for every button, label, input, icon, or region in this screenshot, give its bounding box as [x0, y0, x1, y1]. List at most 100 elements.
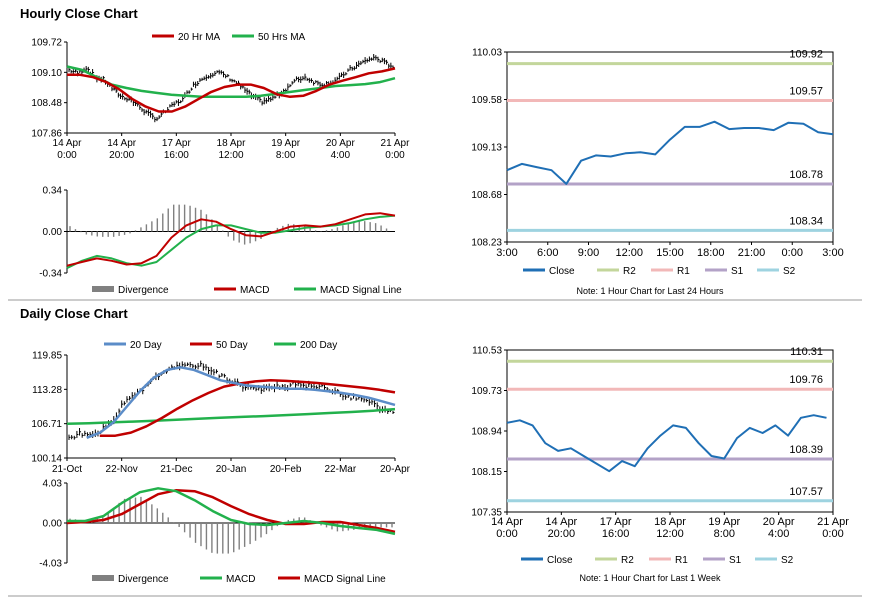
daily-pivot-xtick-label: 20 Apr	[763, 516, 795, 528]
hourly-pivot-level-s2-label: 108.34	[789, 215, 823, 227]
hourly-price-xtick-label: 17 Apr	[162, 138, 192, 149]
hourly-macd-legend-label: Divergence	[118, 285, 169, 296]
hourly-pivot-legend-label: S2	[783, 266, 796, 277]
daily-price-legend-label: 20 Day	[130, 340, 162, 351]
hourly-section-title: Hourly Close Chart	[20, 6, 138, 21]
hourly-pivot-xtick-label: 12:00	[615, 247, 643, 259]
daily-pivot-xtick-label: 12:00	[656, 528, 684, 540]
hourly-price-xtick-label: 18 Apr	[217, 138, 247, 149]
daily-section-title: Daily Close Chart	[20, 306, 128, 321]
daily-pivot-xtick-label: 19 Apr	[708, 516, 740, 528]
daily-pivot-level-r1-label: 109.76	[789, 374, 823, 386]
hourly-pivot-ytick-label: 108.68	[471, 190, 502, 201]
daily-macd-ytick-label: 4.03	[43, 479, 63, 490]
daily-pivot-xtick-label: 20:00	[548, 528, 576, 540]
daily-pivot-xtick-label: 0:00	[822, 528, 843, 540]
daily-pivot-xtick-label: 0:00	[496, 528, 517, 540]
daily-price-ytick-label: 106.71	[31, 419, 62, 430]
hourly-price-xtick-label: 4:00	[331, 150, 351, 161]
daily-pivot-ytick-label: 110.53	[472, 346, 502, 357]
daily-pivot-ytick-label: 108.15	[471, 467, 502, 478]
hourly-price-ytick-label: 109.10	[31, 68, 62, 79]
hourly-macd-line	[66, 212, 396, 267]
daily-50-day-line	[99, 379, 396, 437]
daily-macd-legend-swatch	[92, 575, 114, 581]
hourly-macd-signal-line	[66, 214, 396, 269]
daily-macd-legend-label: Divergence	[118, 574, 169, 585]
hourly-macd-legend-label: MACD Signal Line	[320, 285, 402, 296]
hourly-price-ytick-label: 107.86	[31, 129, 62, 140]
hourly-pivot-ytick-label: 110.03	[472, 48, 502, 59]
daily-pivot-close-line	[506, 414, 827, 473]
daily-macd-chart: 4.03 0.00 -4.03 Divergence MACD MACD Signal L…	[39, 479, 396, 585]
hourly-price-xtick-label: 0:00	[57, 150, 77, 161]
daily-price-xtick-label: 21-Oct	[52, 464, 82, 475]
daily-20-day-line	[86, 366, 396, 439]
hourly-price-legend-label: 20 Hr MA	[178, 32, 221, 43]
hourly-price-xtick-label: 14 Apr	[107, 138, 137, 149]
daily-pivot-legend-label: S1	[729, 555, 742, 566]
daily-pivot-xtick-label: 21 Apr	[817, 516, 849, 528]
daily-pivot-xtick-label: 14 Apr	[545, 516, 577, 528]
daily-pivot-ytick-label: 109.73	[471, 386, 502, 397]
hourly-macd-ytick-label: -0.34	[39, 269, 62, 280]
daily-pivot-ytick-label: 108.94	[471, 427, 502, 438]
hourly-pivot-ytick-label: 109.58	[471, 95, 502, 106]
hourly-pivot-xtick-label: 3:00	[496, 247, 517, 259]
daily-pivot-xtick-label: 18 Apr	[654, 516, 686, 528]
hourly-pivot-xtick-label: 18:00	[697, 247, 725, 259]
daily-pivot-legend-label: R1	[675, 555, 688, 566]
hourly-pivot-xtick-label: 21:00	[738, 247, 766, 259]
hourly-price-legend-label: 50 Hrs MA	[258, 32, 306, 43]
daily-pivot-note: Note: 1 Hour Chart for Last 1 Week	[580, 573, 721, 583]
daily-pivot-xtick-label: 4:00	[768, 528, 789, 540]
daily-macd-line	[67, 487, 396, 536]
hourly-pivot-xtick-label: 6:00	[537, 247, 558, 259]
hourly-macd-legend-swatch	[92, 286, 114, 292]
hourly-price-xtick-label: 20 Apr	[326, 138, 356, 149]
daily-price-xtick-label: 21-Dec	[160, 464, 192, 475]
hourly-pivot-level-r1-label: 109.57	[789, 86, 823, 98]
daily-pivot-xtick-label: 8:00	[714, 528, 735, 540]
hourly-pivot-xtick-label: 3:00	[822, 247, 843, 259]
hourly-macd-ytick-label: 0.00	[43, 227, 63, 238]
hourly-price-xtick-label: 20:00	[109, 150, 134, 161]
daily-macd-signal-line	[66, 488, 396, 534]
hourly-price-ytick-label: 109.72	[31, 38, 62, 49]
daily-price-xtick-label: 22-Mar	[324, 464, 356, 475]
hourly-price-xtick-label: 0:00	[385, 150, 405, 161]
daily-pivot-legend-label: R2	[621, 555, 634, 566]
daily-pivot-legend-label: Close	[547, 555, 573, 566]
hourly-pivot-level-s1-label: 108.78	[789, 169, 823, 181]
hourly-macd-ytick-label: 0.34	[43, 186, 63, 197]
daily-price-legend-label: 200 Day	[300, 340, 337, 351]
hourly-pivot-close-line	[506, 120, 834, 185]
daily-pivot-level-s1-label: 108.39	[789, 444, 823, 456]
hourly-pivot-plot-frame	[506, 51, 834, 243]
hourly-pivot-ytick-label: 108.23	[471, 238, 502, 249]
hourly-pivot-legend-label: R1	[677, 266, 690, 277]
daily-pivot-xtick-label: 14 Apr	[491, 516, 523, 528]
daily-pivot-ytick-label: 107.35	[471, 508, 502, 519]
hourly-price-xtick-label: 12:00	[218, 150, 243, 161]
hourly-pivot-legend-label: S1	[731, 266, 744, 277]
daily-macd-ytick-label: 0.00	[43, 519, 63, 530]
hourly-macd-legend-label: MACD	[240, 285, 269, 296]
hourly-price-ytick-label: 108.48	[31, 98, 62, 109]
hourly-pivot-ytick-label: 109.13	[471, 143, 502, 154]
hourly-price-xtick-label: 8:00	[276, 150, 296, 161]
hourly-50hr-ma-line	[66, 65, 396, 99]
daily-price-xtick-label: 20-Feb	[270, 464, 302, 475]
daily-price-legend-label: 50 Day	[216, 340, 248, 351]
hourly-macd-chart: 0.34 0.00 -0.34 Divergence MACD MACD Signal L…	[39, 186, 402, 297]
daily-price-ytick-label: 113.28	[32, 385, 62, 396]
daily-macd-legend-label: MACD	[226, 574, 255, 585]
daily-price-xtick-label: 22-Nov	[106, 464, 138, 475]
daily-pivot-xtick-label: 16:00	[602, 528, 630, 540]
daily-pivot-level-r2-label: 110.31	[790, 346, 823, 358]
